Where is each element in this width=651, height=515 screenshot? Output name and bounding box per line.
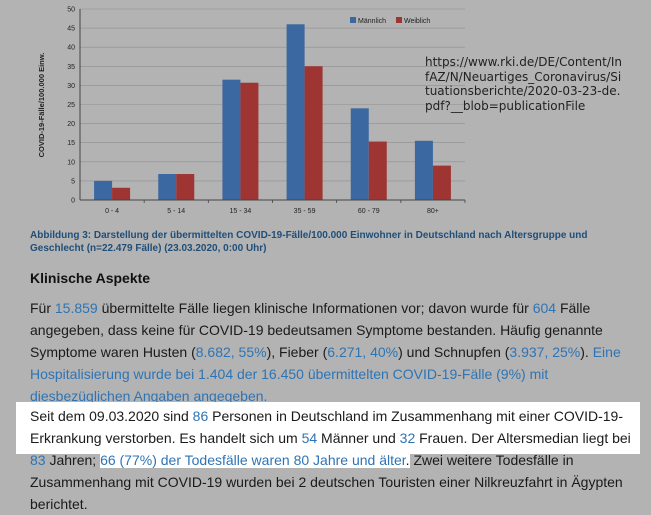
- text: Seit dem 09.03.2020 sind: [30, 408, 193, 424]
- bar-maennlich-1: [158, 174, 177, 200]
- legend-label-maennlich: Männlich: [358, 18, 386, 25]
- men-count-link[interactable]: 54: [301, 430, 318, 446]
- median-age-link[interactable]: 83: [30, 452, 46, 468]
- x-tick-label: 5 - 14: [167, 208, 185, 215]
- y-tick-label: 0: [71, 198, 75, 205]
- y-tick-label: 50: [67, 7, 75, 14]
- text: Männer und: [317, 430, 400, 446]
- text: Frauen. Der Altersmedian liegt bei: [415, 430, 631, 446]
- y-tick-label: 10: [67, 159, 75, 166]
- bar-weiblich-0: [112, 187, 131, 200]
- fever-stat-link[interactable]: 6.271, 40%: [327, 344, 399, 360]
- deaths-count-link[interactable]: 86: [192, 408, 209, 424]
- bar-weiblich-4: [368, 141, 387, 200]
- clinical-paragraph: Für 15.859 übermittelte Fälle liegen kli…: [30, 297, 642, 407]
- bar-chart: 0 5 10 15 20 25 30 35 40 45 50 0 - 4 5 - 14 15 - 34 3…: [37, 7, 466, 215]
- bar-maennlich-4: [350, 108, 369, 200]
- over80-stat-link[interactable]: 66 (77%) der Todesfälle waren 80 Jahre u…: [100, 452, 406, 468]
- legend-label-weiblich: Weiblich: [404, 18, 430, 25]
- no-symptom-count-link[interactable]: 604: [532, 300, 557, 316]
- text: Fälle angegeben, dass keine für COVID-19…: [30, 300, 603, 360]
- y-tick-label: 35: [67, 64, 75, 71]
- bar-maennlich-3: [286, 24, 305, 201]
- text: ) und Schnupfen (: [398, 344, 510, 360]
- text: Jahren;: [45, 452, 101, 468]
- text: .: [405, 452, 410, 468]
- cases-count-link[interactable]: 15.859: [54, 300, 98, 316]
- bar-maennlich-5: [414, 140, 433, 200]
- highlight-box: [16, 402, 640, 454]
- x-tick-label: 80+: [427, 208, 439, 215]
- bar-maennlich-2: [222, 79, 241, 200]
- text: Personen in Deutschland im Zusammenhang …: [30, 408, 623, 446]
- bar-weiblich-3: [304, 66, 323, 200]
- y-tick-label: 25: [67, 102, 75, 109]
- x-tick-label: 15 - 34: [230, 208, 252, 215]
- bar-weiblich-1: [176, 174, 195, 200]
- y-tick-label: 45: [67, 26, 75, 33]
- y-tick-label: 20: [67, 121, 75, 128]
- deaths-paragraph: Seit dem 09.03.2020 sind 86 Personen in …: [30, 405, 642, 515]
- text: ).: [580, 344, 593, 360]
- cough-stat-link[interactable]: 8.682, 55%: [195, 344, 267, 360]
- x-tick-label: 35 - 59: [294, 208, 316, 215]
- y-tick-label: 15: [67, 140, 75, 147]
- y-tick-label: 5: [71, 178, 75, 185]
- figure-caption: Abbildung 3: Darstellung der übermittelt…: [30, 230, 588, 254]
- x-tick-label: 0 - 4: [105, 208, 119, 215]
- legend: Männlich Weiblich: [350, 17, 430, 25]
- women-count-link[interactable]: 32: [399, 430, 416, 446]
- text: Für: [30, 300, 55, 316]
- cold-stat-link[interactable]: 3.937, 25%: [509, 344, 581, 360]
- bar-maennlich-0: [94, 180, 113, 200]
- text: übermittelte Fälle liegen klinische Info…: [97, 300, 533, 316]
- text: ), Fieber (: [266, 344, 328, 360]
- hospitalisation-link[interactable]: Eine Hospitalisierung wurde bei 1.404 de…: [30, 344, 621, 404]
- x-tick-label: 60 - 79: [358, 208, 380, 215]
- legend-swatch-weiblich: [396, 17, 402, 23]
- y-axis-label: COVID-19-Fälle/100.000 Einw.: [37, 53, 46, 158]
- y-tick-label: 40: [67, 45, 75, 52]
- bar-weiblich-2: [240, 82, 259, 200]
- section-title: Klinische Aspekte: [30, 270, 151, 286]
- bar-weiblich-5: [432, 165, 451, 200]
- source-url-note: https://www.rki.de/DE/Content/InfAZ/N/Ne…: [425, 55, 623, 113]
- y-tick-label: 30: [67, 83, 75, 90]
- legend-swatch-maennlich: [350, 17, 356, 23]
